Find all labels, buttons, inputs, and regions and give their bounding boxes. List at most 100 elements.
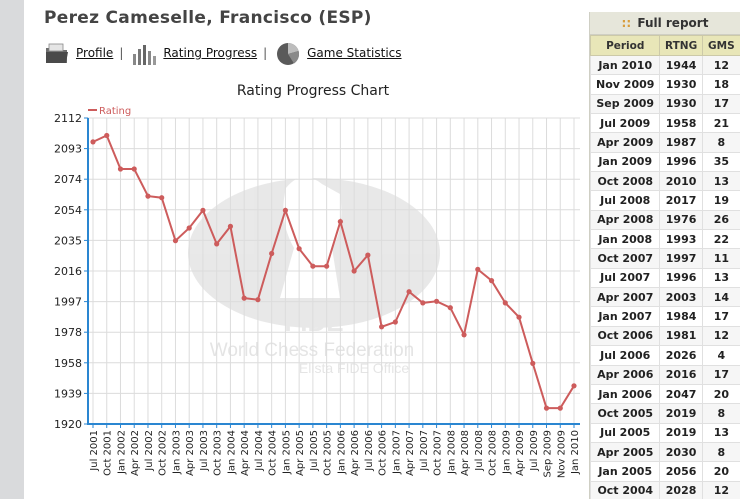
x-tick-label: Apr 2003: [185, 430, 196, 476]
x-tick-label: Oct 2007: [433, 430, 444, 476]
table-row: Jul 2007 1996 13: [590, 267, 740, 289]
full-report-title: Full report: [637, 16, 709, 30]
rating-point[interactable]: [488, 278, 495, 284]
rating-point[interactable]: [200, 207, 206, 213]
games-cell: 17: [701, 364, 740, 385]
period-cell: Oct 2008: [590, 171, 661, 192]
x-axis-ticks: Jul 2001 Oct 2001 Jan 2002 Apr 2002 Jul 2002…: [89, 424, 581, 478]
table-row: Apr 2009 1987 8: [590, 132, 740, 153]
games-cell: 8: [701, 132, 740, 153]
x-tick-label: Jul 2009: [529, 430, 540, 472]
table-row: Apr 2006 2016 17: [590, 364, 740, 385]
rating-point[interactable]: [324, 263, 330, 269]
expand-arrows-icon: ::: [621, 16, 632, 30]
rating-point[interactable]: [351, 268, 357, 274]
rating-point[interactable]: [502, 300, 508, 306]
x-tick-label: Jul 2004: [254, 430, 265, 472]
period-cell: Apr 2009: [590, 132, 661, 153]
rating-point[interactable]: [214, 241, 220, 247]
rating-cell: 1987: [659, 132, 703, 153]
x-tick-label: Apr 2008: [460, 430, 471, 476]
games-cell: 4: [701, 345, 740, 366]
x-tick-label: Apr 2007: [405, 430, 416, 476]
y-tick-label: 2054: [54, 204, 82, 217]
rating-point[interactable]: [461, 332, 467, 338]
rating-point[interactable]: [159, 195, 165, 201]
rating-point[interactable]: [420, 300, 426, 306]
rating-point[interactable]: [172, 238, 179, 244]
report-table: Period RTNG GMS Jan 2010 1944 12 Nov 2009 19…: [590, 35, 740, 499]
rating-progress-link[interactable]: Rating Progress: [163, 46, 258, 60]
rating-point[interactable]: [131, 166, 137, 172]
rating-point[interactable]: [543, 405, 550, 411]
games-cell: 26: [701, 209, 740, 231]
rating-point[interactable]: [571, 383, 577, 389]
rating-point[interactable]: [392, 319, 398, 325]
x-tick-label: Oct 2002: [158, 430, 169, 476]
chart-legend: Rating: [88, 106, 131, 117]
pie-chart-icon[interactable]: [275, 40, 301, 66]
period-cell: Jul 2005: [590, 422, 661, 443]
table-row: Nov 2009 1930 18: [590, 74, 740, 95]
games-cell: 21: [701, 113, 740, 134]
rating-point[interactable]: [310, 263, 316, 269]
table-row: Jan 2010 1944 12: [590, 54, 740, 76]
profile-link[interactable]: Profile: [76, 46, 114, 60]
rating-point[interactable]: [379, 324, 385, 330]
games-cell: 35: [701, 151, 740, 173]
rating-point[interactable]: [90, 139, 96, 145]
x-tick-label: Apr 2006: [350, 430, 361, 476]
rating-cell: 2047: [659, 383, 703, 405]
rating-point[interactable]: [406, 289, 412, 295]
x-tick-label: Jul 2002: [144, 430, 155, 472]
rating-point[interactable]: [365, 252, 371, 258]
player-nav: Profile | Rating Progress | Game Statist…: [44, 38, 402, 68]
rating-point[interactable]: [447, 305, 453, 311]
period-cell: Apr 2005: [590, 441, 661, 463]
rating-cell: 1997: [659, 248, 703, 269]
chart-title: Rating Progress Chart: [236, 83, 390, 99]
full-report-panel: :: Full report Period RTNG GMS Jan 2010 1…: [589, 12, 740, 499]
y-tick-label: 2016: [54, 265, 82, 278]
x-tick-label: Jan 2010: [570, 430, 581, 475]
rating-cell: 1976: [659, 209, 703, 231]
rating-point[interactable]: [145, 193, 151, 199]
game-statistics-link[interactable]: Game Statistics: [307, 46, 402, 60]
rating-chart: FIDE World Chess Federation Elista FIDE …: [54, 106, 581, 478]
y-tick-label: 1997: [54, 296, 82, 309]
rating-point[interactable]: [269, 250, 275, 257]
rating-point[interactable]: [241, 295, 247, 301]
rating-point[interactable]: [227, 223, 234, 229]
period-cell: Apr 2007: [590, 287, 661, 308]
x-tick-label: Oct 2003: [213, 430, 224, 476]
rating-point[interactable]: [296, 246, 302, 252]
rating-point[interactable]: [117, 166, 124, 172]
table-row: Oct 2008 2010 13: [590, 171, 740, 192]
rating-point[interactable]: [282, 207, 288, 213]
rating-point[interactable]: [186, 225, 192, 231]
period-cell: Sep 2009: [590, 93, 661, 115]
rating-point[interactable]: [104, 132, 110, 139]
x-tick-label: Apr 2002: [130, 430, 141, 476]
rating-point[interactable]: [530, 360, 536, 366]
player-name: Perez Cameselle, Francisco (ESP): [44, 8, 372, 28]
rating-point[interactable]: [337, 219, 343, 225]
bar-chart-icon[interactable]: [131, 40, 157, 66]
rating-point[interactable]: [433, 298, 440, 304]
full-report-header[interactable]: :: Full report: [590, 12, 740, 35]
rating-point[interactable]: [475, 266, 481, 272]
rating-point[interactable]: [557, 405, 563, 411]
period-cell: Oct 2004: [590, 480, 661, 499]
folder-icon[interactable]: [44, 40, 70, 66]
rating-cell: 2019: [659, 422, 703, 443]
x-tick-label: Jul 2007: [419, 430, 430, 472]
y-axis-ticks: 2112 2093 2074 2054 2035 2016 1997 1978 1958 1939…: [54, 112, 88, 431]
rating-point[interactable]: [255, 297, 261, 303]
period-cell: Jan 2007: [590, 306, 661, 327]
rating-cell: 2026: [659, 345, 703, 366]
games-cell: 18: [701, 74, 740, 95]
x-tick-label: Jan 2007: [391, 430, 402, 475]
column-header-rating: RTNG: [659, 35, 703, 56]
table-row: Jul 2006 2026 4: [590, 345, 740, 366]
rating-point[interactable]: [516, 314, 522, 320]
